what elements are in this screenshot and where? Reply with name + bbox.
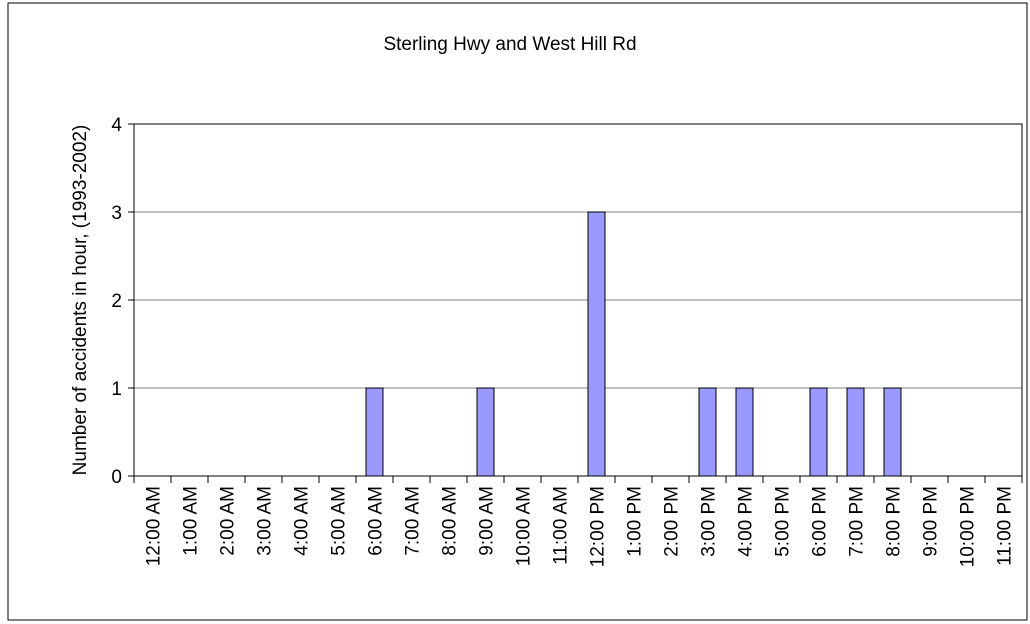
bar [846, 387, 865, 477]
x-tick-label: 12:00 PM [588, 486, 609, 567]
y-axis-label: Number of accidents in hour, (1993-2002) [70, 125, 91, 476]
x-tick-label: 6:00 AM [366, 486, 387, 556]
x-tick-label: 3:00 PM [699, 486, 720, 557]
x-tick-label: 9:00 AM [477, 486, 498, 556]
x-tick-label: 7:00 AM [403, 486, 424, 556]
x-tick-label: 10:00 PM [958, 486, 979, 567]
y-tick-label: 4 [111, 115, 122, 136]
bar [883, 387, 902, 477]
x-tick-label: 4:00 PM [736, 486, 757, 557]
bar [476, 387, 495, 477]
x-tick-label: 2:00 AM [218, 486, 239, 556]
x-tick-label: 12:00 AM [144, 486, 165, 566]
y-tick-label: 2 [111, 291, 122, 312]
x-tick-label: 4:00 AM [292, 486, 313, 556]
y-tick-label: 1 [111, 379, 122, 400]
x-tick-label: 1:00 PM [625, 486, 646, 557]
x-tick-label: 10:00 AM [514, 486, 535, 566]
x-tick-label: 8:00 PM [884, 486, 905, 557]
x-tick-label: 3:00 AM [255, 486, 276, 556]
x-tick-label: 7:00 PM [847, 486, 868, 557]
x-tick-label: 11:00 PM [995, 486, 1016, 566]
x-tick-label: 5:00 AM [329, 486, 350, 556]
y-tick-label: 3 [111, 203, 122, 224]
x-tick-label: 2:00 PM [662, 486, 683, 557]
x-tick-label: 6:00 PM [810, 486, 831, 557]
bar [735, 387, 754, 477]
bar [587, 211, 606, 477]
chart-frame [7, 2, 1028, 621]
bar [809, 387, 828, 477]
bar [698, 387, 717, 477]
y-tick-label: 0 [111, 467, 122, 488]
x-tick-label: 8:00 AM [440, 486, 461, 556]
chart-title: Sterling Hwy and West Hill Rd [383, 34, 636, 55]
bar [365, 387, 384, 477]
x-tick-label: 5:00 PM [773, 486, 794, 557]
x-tick-label: 1:00 AM [181, 486, 202, 556]
x-tick-label: 11:00 AM [551, 486, 572, 565]
x-tick-label: 9:00 PM [921, 486, 942, 557]
